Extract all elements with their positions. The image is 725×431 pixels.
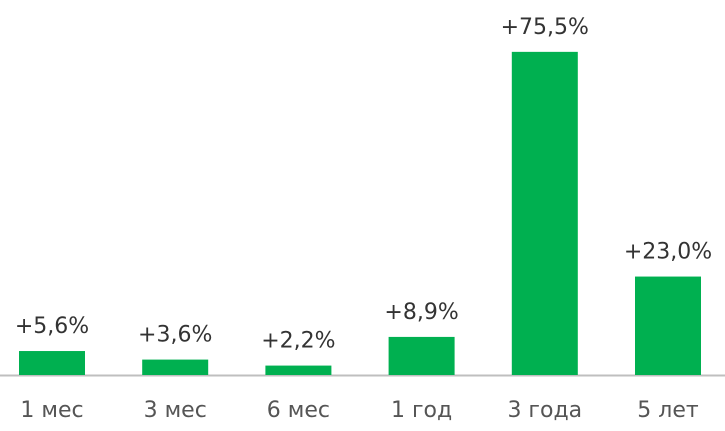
- x-tick-label: 5 лет: [637, 398, 699, 423]
- value-label: +75,5%: [501, 15, 589, 40]
- value-label: +2,2%: [261, 329, 335, 354]
- x-tick-label: 3 мес: [144, 398, 207, 423]
- bar: [635, 276, 701, 375]
- x-tick-label: 1 год: [391, 398, 452, 423]
- value-label: +5,6%: [15, 314, 89, 339]
- x-tick-label: 3 года: [507, 398, 582, 423]
- bar: [19, 351, 85, 375]
- value-label: +23,0%: [624, 240, 712, 265]
- value-label: +3,6%: [138, 323, 212, 348]
- bar: [388, 336, 455, 375]
- bar: [511, 51, 578, 376]
- x-tick-label: 6 мес: [267, 398, 330, 423]
- bar: [265, 365, 332, 375]
- value-label: +8,9%: [384, 300, 458, 325]
- x-tick-label: 1 мес: [20, 398, 83, 423]
- bar: [142, 359, 209, 375]
